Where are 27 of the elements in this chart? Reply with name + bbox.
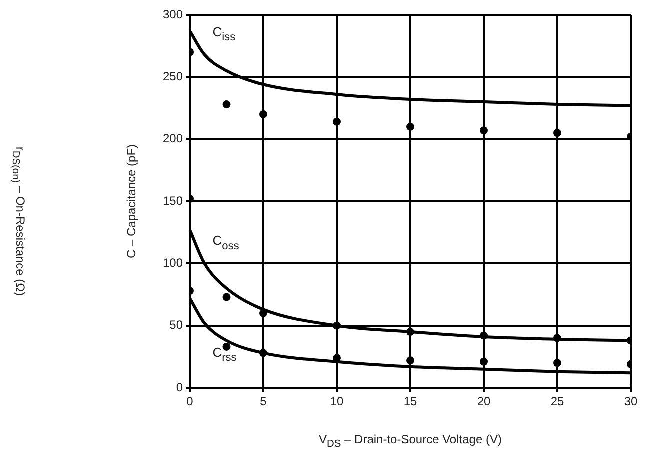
y-tick-label: 0 — [176, 380, 184, 394]
y-tick-label: 50 — [170, 318, 184, 332]
point — [406, 122, 414, 131]
x-tick-label: 25 — [550, 394, 564, 409]
point — [333, 118, 341, 126]
y-axis-title: C – Capacitance (pF) — [124, 144, 138, 259]
y-tick-label: 250 — [162, 69, 184, 84]
point — [260, 110, 268, 118]
point — [554, 359, 562, 368]
x-tick-label: 10 — [330, 394, 344, 409]
text: rDS(on) – On-Resistance (Ω) — [10, 146, 28, 296]
point — [554, 129, 562, 138]
y-tick-label: 200 — [162, 132, 184, 146]
x-tick-label: 20 — [477, 394, 491, 409]
x-tick-label: 5 — [260, 394, 268, 409]
x-tick-label: 30 — [624, 394, 638, 409]
point — [222, 342, 231, 351]
point — [222, 293, 231, 302]
x-tick-label: 15 — [404, 394, 418, 409]
y-tick-label: 100 — [162, 256, 184, 270]
y-tick-label: 150 — [162, 194, 184, 208]
point — [480, 126, 488, 135]
point — [222, 100, 231, 109]
y-tick-label: 300 — [162, 7, 184, 22]
point — [406, 356, 414, 365]
point — [480, 358, 488, 366]
x-tick-label: 0 — [186, 394, 194, 409]
